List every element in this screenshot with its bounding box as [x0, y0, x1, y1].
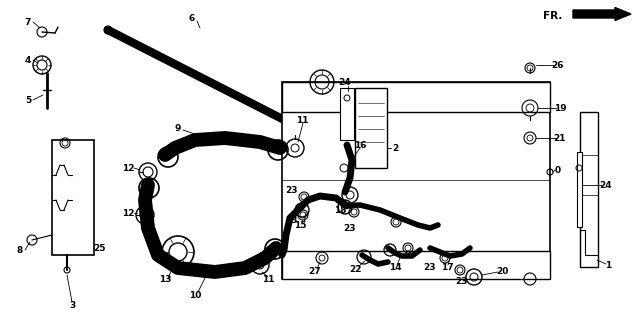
Text: 11: 11 [262, 276, 274, 284]
Circle shape [104, 26, 112, 34]
Bar [340, 88, 354, 140]
Bar [282, 82, 550, 112]
Text: 24: 24 [339, 77, 351, 86]
Text: 9: 9 [175, 124, 181, 132]
Text: 20: 20 [496, 268, 508, 276]
Circle shape [296, 124, 304, 132]
Bar [580, 112, 598, 267]
Text: 24: 24 [600, 180, 612, 189]
Bar [355, 88, 387, 168]
Text: 1: 1 [605, 260, 611, 269]
Text: 4: 4 [25, 55, 31, 65]
Text: 14: 14 [389, 263, 401, 273]
Text: 7: 7 [25, 18, 31, 27]
Text: 6: 6 [189, 13, 195, 22]
Text: 0: 0 [555, 165, 561, 174]
Text: 23: 23 [285, 215, 297, 225]
Text: 25: 25 [93, 244, 106, 252]
Text: 8: 8 [17, 245, 23, 254]
Text: 23: 23 [286, 186, 298, 195]
Text: FR.: FR. [543, 11, 562, 21]
Text: 3: 3 [69, 300, 75, 309]
Text: 17: 17 [441, 263, 453, 273]
Text: 22: 22 [350, 266, 363, 275]
Text: 12: 12 [121, 209, 134, 218]
Text: 21: 21 [554, 133, 566, 142]
Text: 2: 2 [392, 143, 398, 153]
Bar [282, 82, 550, 279]
Text: 11: 11 [296, 116, 308, 124]
Text: 18: 18 [334, 205, 346, 214]
Text: 27: 27 [308, 268, 321, 276]
Bar [282, 251, 550, 279]
Text: 10: 10 [189, 291, 201, 300]
Text: 23: 23 [343, 223, 356, 233]
Text: 13: 13 [159, 276, 171, 284]
Text: 19: 19 [554, 103, 566, 113]
Text: 5: 5 [25, 95, 31, 105]
FancyArrow shape [573, 7, 631, 20]
Bar [52, 140, 94, 255]
Text: 12: 12 [121, 164, 134, 172]
Text: 23: 23 [424, 263, 436, 273]
Text: 16: 16 [354, 140, 366, 149]
Text: 26: 26 [552, 60, 564, 69]
Text: 23: 23 [456, 277, 468, 286]
Bar [577, 152, 582, 227]
Text: 15: 15 [294, 220, 307, 229]
